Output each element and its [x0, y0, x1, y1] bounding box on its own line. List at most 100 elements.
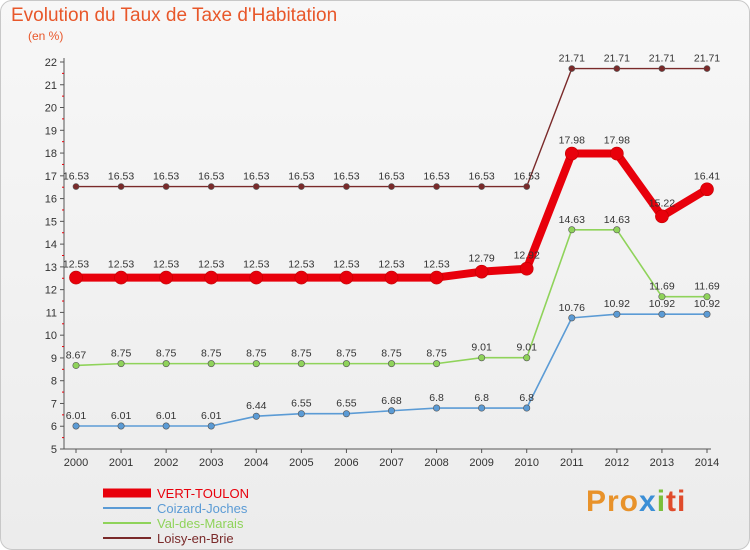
brand-part-2: x — [639, 485, 657, 518]
legend-label: Coizard-Joches — [157, 501, 248, 516]
series-1: 6.01 6.01 6.01 6.01 6.44 6.55 6.55 6.68 6.8 6.8 6.… — [66, 298, 720, 430]
data-point — [700, 182, 714, 197]
data-label: 10.92 — [604, 298, 630, 310]
data-point — [204, 270, 219, 285]
data-label: 16.53 — [333, 171, 359, 183]
x-tick-label: 2014 — [695, 457, 719, 469]
y-tick-label: 21 — [45, 80, 57, 92]
y-tick-label: 22 — [45, 57, 57, 69]
data-label: 16.53 — [108, 171, 134, 183]
data-label: 16.53 — [153, 171, 179, 183]
brand-part-4: ti — [666, 485, 687, 518]
data-label: 16.53 — [423, 171, 449, 183]
data-label: 16.53 — [469, 171, 495, 183]
data-label: 10.92 — [649, 298, 675, 310]
data-label: 12.53 — [63, 259, 89, 271]
data-label: 6.8 — [474, 392, 489, 404]
data-label: 9.01 — [471, 342, 492, 354]
data-point — [610, 146, 624, 161]
data-point — [613, 310, 621, 318]
data-label: 12.53 — [378, 259, 404, 271]
x-tick-label: 2007 — [379, 457, 403, 469]
data-label: 14.63 — [604, 214, 630, 226]
data-point — [523, 404, 531, 412]
data-label: 12.53 — [108, 259, 134, 271]
data-point — [162, 183, 170, 190]
x-tick-label: 2010 — [514, 457, 538, 469]
x-tick-label: 2011 — [560, 457, 584, 469]
data-point — [72, 361, 80, 369]
data-point — [429, 270, 444, 285]
data-point — [117, 422, 125, 430]
data-point — [252, 360, 260, 368]
x-tick-label: 2005 — [289, 457, 313, 469]
series-0: 12.53 12.53 12.53 12.53 12.53 12.53 12.53 12.53… — [63, 135, 720, 285]
data-label: 16.53 — [514, 171, 540, 183]
data-label: 12.53 — [333, 259, 359, 271]
data-point — [207, 360, 215, 368]
data-label: 6.55 — [291, 398, 312, 410]
y-tick-label: 8 — [51, 376, 57, 388]
data-point — [478, 354, 486, 362]
data-label: 10.92 — [694, 298, 720, 310]
data-point — [207, 183, 215, 190]
data-point — [387, 407, 395, 415]
data-point — [474, 264, 489, 279]
x-tick-label: 2013 — [650, 457, 674, 469]
data-label: 6.44 — [246, 400, 267, 412]
data-point — [162, 422, 170, 430]
data-label: 6.01 — [111, 410, 132, 422]
x-tick-label: 2003 — [199, 457, 223, 469]
data-label: 6.8 — [429, 392, 444, 404]
series-2: 8.67 8.75 8.75 8.75 8.75 8.75 8.75 8.75 8.75 9.01… — [66, 214, 720, 369]
brand-part-3: i — [656, 485, 667, 518]
y-tick-label: 12 — [45, 285, 57, 297]
y-tick-label: 9 — [51, 353, 57, 365]
data-label: 6.01 — [156, 410, 177, 422]
brand-part-1: Pro — [586, 485, 640, 518]
y-tick-label: 6 — [51, 421, 57, 433]
y-tick-label: 13 — [45, 262, 57, 274]
x-tick-label: 2000 — [64, 457, 88, 469]
x-tick-label: 2002 — [154, 457, 178, 469]
data-label: 10.76 — [559, 302, 585, 314]
data-point — [703, 310, 711, 318]
data-point — [613, 226, 621, 234]
data-point — [162, 360, 170, 368]
data-point — [703, 65, 711, 72]
y-tick-label: 19 — [45, 125, 57, 137]
y-tick-label: 16 — [45, 194, 57, 206]
data-point — [433, 404, 441, 412]
data-label: 6.01 — [201, 410, 222, 422]
data-label: 8.75 — [336, 348, 357, 360]
x-tick-label: 2008 — [424, 457, 448, 469]
data-label: 11.69 — [649, 281, 675, 293]
data-label: 8.75 — [111, 348, 132, 360]
x-tick-label: 2006 — [334, 457, 358, 469]
data-label: 8.75 — [381, 348, 402, 360]
data-point — [655, 209, 669, 224]
data-label: 6.68 — [381, 395, 402, 407]
y-tick-label: 14 — [45, 239, 57, 251]
data-point — [658, 310, 666, 318]
data-point — [658, 293, 666, 301]
data-label: 16.53 — [378, 171, 404, 183]
data-label: 16.53 — [288, 171, 314, 183]
data-point — [703, 293, 711, 301]
data-label: 8.75 — [291, 348, 312, 360]
data-point — [523, 354, 531, 362]
data-label: 11.69 — [694, 281, 720, 293]
data-point — [297, 360, 305, 368]
data-point — [523, 183, 531, 190]
x-tick-label: 2004 — [244, 457, 268, 469]
y-tick-label: 10 — [45, 330, 57, 342]
data-label: 6.01 — [66, 410, 87, 422]
series-line — [76, 67, 707, 188]
data-point — [342, 410, 350, 418]
x-tick-label: 2001 — [109, 457, 133, 469]
legend-label: Loisy-en-Brie — [157, 531, 234, 546]
data-point — [568, 226, 576, 234]
data-point — [252, 183, 260, 190]
legend-label: Val-des-Marais — [157, 516, 244, 531]
data-point — [249, 270, 264, 285]
